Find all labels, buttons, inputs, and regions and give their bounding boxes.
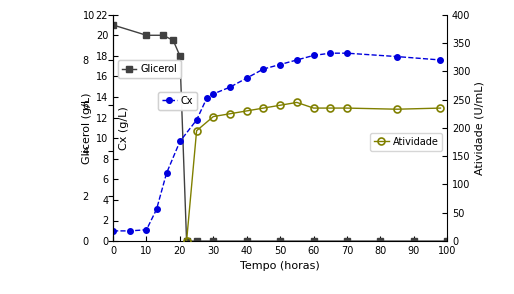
Line: Glicerol: Glicerol: [111, 22, 450, 244]
Cx: [210, 92, 216, 96]
Line: Cx: Cx: [111, 50, 443, 234]
Glicerol: [170, 39, 176, 42]
Cx: [294, 58, 300, 62]
Glicerol: [310, 239, 317, 243]
Glicerol: [411, 239, 417, 243]
Atividade: [294, 101, 300, 104]
Y-axis label: Atividade (U/mL): Atividade (U/mL): [475, 81, 485, 175]
Cx: [261, 67, 267, 71]
Line: Atividade: Atividade: [183, 99, 444, 245]
Glicerol: [444, 239, 450, 243]
Atividade: [310, 106, 317, 110]
Glicerol: [210, 239, 216, 243]
Atividade: [210, 115, 216, 118]
Cx: [163, 171, 170, 175]
Cx: [143, 228, 150, 232]
Cx: [277, 63, 283, 66]
Cx: [327, 51, 334, 55]
Atividade: [394, 107, 400, 111]
Legend: Atividade: Atividade: [370, 133, 443, 151]
Legend: Glicerol: Glicerol: [118, 60, 181, 78]
Cx: [126, 229, 133, 233]
Glicerol: [277, 239, 283, 243]
Glicerol: [344, 239, 350, 243]
Cx: [177, 140, 183, 143]
Glicerol: [177, 54, 183, 58]
Atividade: [327, 106, 334, 110]
Cx: [394, 55, 400, 58]
Glicerol: [183, 239, 190, 243]
Atividade: [261, 106, 267, 110]
Atividade: [437, 106, 444, 110]
Atividade: [244, 109, 250, 113]
Glicerol: [143, 34, 150, 37]
Glicerol: [194, 239, 200, 243]
Atividade: [277, 103, 283, 107]
Atividade: [227, 112, 233, 116]
Y-axis label: Cx (g/L): Cx (g/L): [119, 106, 128, 150]
X-axis label: Tempo (horas): Tempo (horas): [240, 261, 320, 271]
Cx: [437, 58, 444, 62]
Glicerol: [110, 23, 116, 27]
Cx: [227, 85, 233, 89]
Atividade: [194, 129, 200, 133]
Glicerol: [244, 239, 250, 243]
Cx: [110, 229, 116, 233]
Y-axis label: Glicerol (g/L): Glicerol (g/L): [82, 92, 91, 164]
Atividade: [344, 106, 350, 110]
Legend: Cx: Cx: [158, 92, 197, 110]
Cx: [310, 54, 317, 57]
Cx: [153, 208, 159, 211]
Cx: [204, 97, 210, 100]
Cx: [194, 118, 200, 122]
Cx: [344, 51, 350, 55]
Glicerol: [377, 239, 383, 243]
Glicerol: [160, 34, 167, 37]
Atividade: [183, 239, 190, 243]
Cx: [244, 76, 250, 80]
